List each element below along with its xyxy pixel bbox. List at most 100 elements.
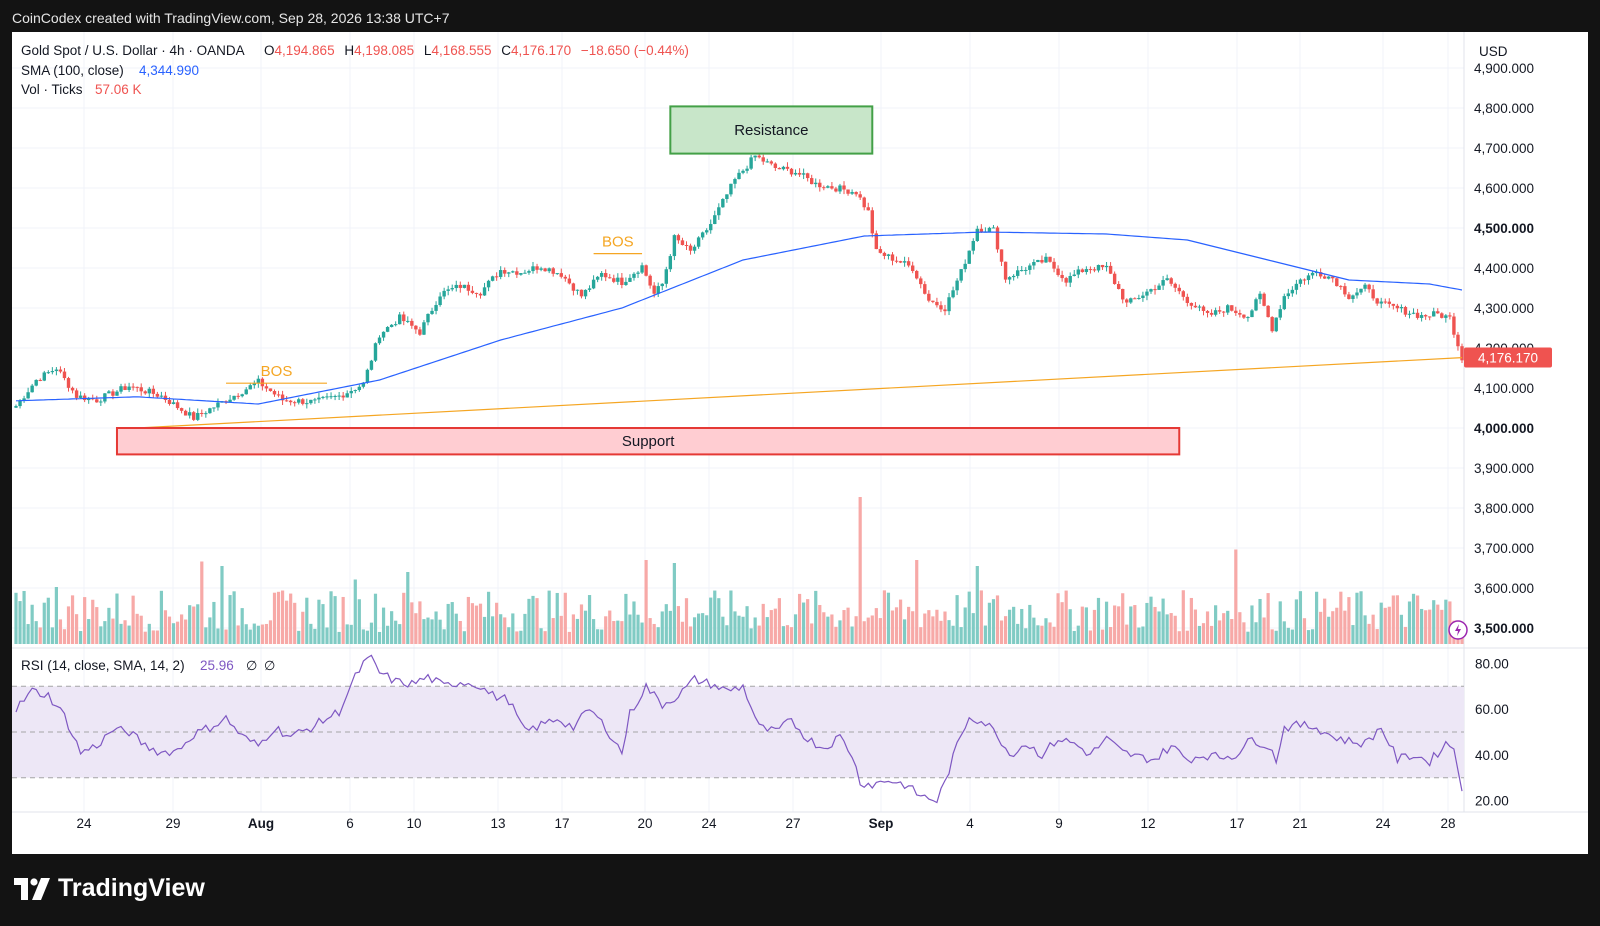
candle-body xyxy=(232,395,236,400)
volume-bar xyxy=(1343,610,1347,644)
candle-body xyxy=(801,173,806,175)
rsi-legend-label[interactable]: RSI (14, close, SMA, 14, 2) xyxy=(21,658,185,673)
trend-line[interactable] xyxy=(137,357,1463,429)
volume-bar xyxy=(369,622,374,644)
pane-separator xyxy=(12,32,1588,813)
candle-body xyxy=(54,369,59,372)
candle-body xyxy=(971,240,975,251)
volume-bar xyxy=(890,610,895,644)
candle-body xyxy=(192,412,196,420)
volume-bar xyxy=(171,623,176,644)
volume-bar xyxy=(377,631,382,644)
candle-body xyxy=(434,305,438,311)
candle-body xyxy=(216,402,220,408)
volume-bar xyxy=(1403,626,1408,644)
price-tick-label: 3,600.000 xyxy=(1474,581,1534,596)
price-tick-label: 4,700.000 xyxy=(1474,141,1534,156)
volume-bar xyxy=(276,591,281,644)
candle-body xyxy=(995,227,1000,250)
tradingview-logo[interactable]: TradingView xyxy=(14,874,205,903)
candle-body xyxy=(248,385,252,390)
volume-bar xyxy=(212,601,216,644)
volume-bar xyxy=(927,610,931,644)
candle-body xyxy=(18,400,22,407)
volume-bar xyxy=(911,611,915,644)
volume-bar xyxy=(1072,630,1076,644)
volume-bar xyxy=(38,627,42,644)
volume-bar xyxy=(753,617,757,644)
volume-bar xyxy=(785,625,790,644)
candle-body xyxy=(991,227,996,229)
volume-bar xyxy=(394,620,398,644)
candle-body xyxy=(175,402,180,409)
rsi-tick-label: 20.00 xyxy=(1475,794,1509,809)
volume-bar xyxy=(18,601,22,644)
volume-bar xyxy=(252,623,256,644)
candle-body xyxy=(34,379,38,386)
candle-body xyxy=(494,276,499,278)
volume-bar xyxy=(175,621,180,644)
candle-body xyxy=(620,277,624,286)
time-tick-label: 20 xyxy=(637,816,652,831)
candle-body xyxy=(1084,269,1089,273)
candle-body xyxy=(906,261,911,266)
volume-bar xyxy=(862,621,866,644)
candle-body xyxy=(95,399,99,403)
volume-bar xyxy=(1222,613,1226,644)
candle-body xyxy=(1040,259,1044,263)
volume-bar xyxy=(1302,618,1307,644)
volume-bar xyxy=(915,560,919,644)
lightning-icon[interactable] xyxy=(1448,620,1468,640)
volume-bar xyxy=(224,629,228,644)
candle-body xyxy=(834,188,838,192)
volume-bar xyxy=(765,617,769,644)
axes: 4,900.000 4,800.000 4,700.000 4,600.000 4,50… xyxy=(76,61,1534,831)
volume-bar xyxy=(903,619,907,644)
volume-bar xyxy=(1294,599,1298,644)
sma-legend-label[interactable]: SMA (100, close) xyxy=(21,63,124,78)
volume-bar xyxy=(402,592,406,644)
volume-bar xyxy=(1092,609,1097,644)
legend-symbol[interactable]: Gold Spot / U.S. Dollar · 4h · OANDA xyxy=(21,43,245,58)
candle-body xyxy=(200,412,204,414)
volume-bar xyxy=(180,614,184,644)
candle-body xyxy=(713,215,717,225)
chart-caption: CoinCodex created with TradingView.com, … xyxy=(0,0,1600,32)
currency-label[interactable]: USD xyxy=(1479,44,1508,59)
candle-body xyxy=(288,400,293,403)
volume-legend-label[interactable]: Vol · Ticks xyxy=(21,82,83,97)
candle-body xyxy=(830,186,834,189)
candle-body xyxy=(1452,316,1456,335)
candle-body xyxy=(1282,296,1286,310)
candle-body xyxy=(785,166,790,169)
volume-bar xyxy=(1012,606,1016,644)
rsi-line[interactable] xyxy=(15,654,1463,804)
candle-body xyxy=(486,280,491,288)
candle-body xyxy=(1193,305,1198,308)
candle-body xyxy=(563,276,568,279)
volume-bar xyxy=(289,593,293,644)
volume-bar xyxy=(131,595,135,644)
volume-bar xyxy=(1141,626,1145,644)
candle-body xyxy=(381,331,386,338)
volume-bar xyxy=(866,617,870,644)
candle-body xyxy=(462,284,467,288)
volume-bar xyxy=(1024,628,1028,644)
volume-bar xyxy=(1084,607,1088,644)
volume-bar xyxy=(361,629,365,644)
candle-body xyxy=(664,269,668,284)
sma-line[interactable] xyxy=(15,231,1463,405)
candle-body xyxy=(604,272,608,278)
tradingview-chart[interactable]: 4,900.000 4,800.000 4,700.000 4,600.000 4,50… xyxy=(12,32,1588,854)
candle-body xyxy=(268,388,273,392)
candle-body xyxy=(1129,298,1133,303)
volume-bar xyxy=(1266,593,1270,644)
volume-bar xyxy=(624,593,628,644)
high-label: H xyxy=(344,43,354,58)
candle-body xyxy=(1125,299,1129,303)
candle-body xyxy=(684,245,689,247)
volume-bar xyxy=(1003,616,1008,644)
candle-body xyxy=(1096,264,1101,271)
volume-bar xyxy=(923,613,927,644)
volume-bar xyxy=(991,599,996,644)
